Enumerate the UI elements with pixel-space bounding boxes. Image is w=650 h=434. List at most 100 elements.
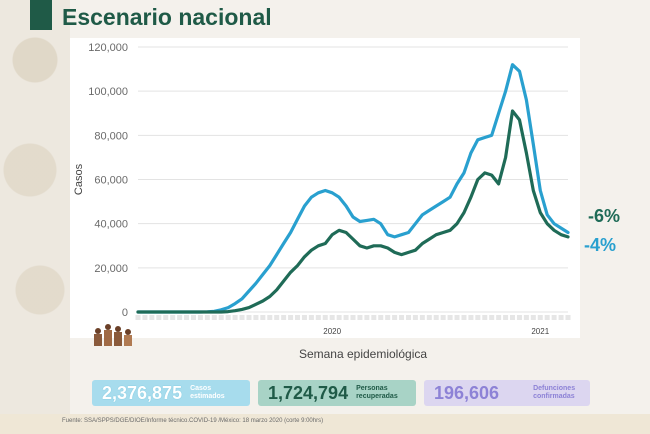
title-accent (30, 0, 52, 30)
x-tick (496, 315, 502, 320)
recovered-label: Personas recuperadas (356, 385, 398, 401)
x-tick (530, 315, 536, 320)
confirmed-deaths-label: Defunciones confirmadas (533, 385, 575, 401)
x-tick (405, 315, 411, 320)
x-tick (357, 315, 363, 320)
estimated-cases-label: Casos estimados (190, 385, 225, 401)
x-tick (336, 315, 342, 320)
x-year-label: 2020 (323, 327, 341, 336)
x-tick (301, 315, 307, 320)
x-axis-label: Semana epidemiológica (299, 347, 427, 361)
y-tick-label: 60,000 (94, 175, 128, 187)
x-tick (454, 315, 460, 320)
x-tick (537, 315, 543, 320)
plot-background (70, 38, 580, 338)
x-tick (551, 315, 557, 320)
confirmed-deaths-label-line1: Defunciones (533, 385, 576, 392)
x-tick (322, 315, 328, 320)
x-tick (475, 315, 481, 320)
x-tick (260, 315, 266, 320)
x-tick (295, 315, 301, 320)
y-tick-label: 100,000 (88, 86, 128, 98)
x-tick (516, 315, 522, 320)
estimated-cases-label-line1: Casos (190, 385, 212, 392)
x-tick (433, 315, 439, 320)
x-tick (218, 315, 224, 320)
x-tick (281, 315, 287, 320)
series-end-label: -4% (584, 235, 616, 255)
x-tick (468, 315, 474, 320)
x-tick (510, 315, 516, 320)
x-tick (253, 315, 259, 320)
recovered-value: 1,724,794 (268, 382, 349, 403)
x-tick (503, 315, 509, 320)
page-title: Escenario nacional (62, 4, 272, 30)
x-tick (371, 315, 377, 320)
x-tick (565, 315, 571, 320)
x-tick (156, 315, 162, 320)
x-tick (426, 315, 432, 320)
decorative-pattern (0, 0, 70, 434)
x-tick (246, 315, 252, 320)
x-tick (163, 315, 169, 320)
x-tick (239, 315, 245, 320)
x-tick (482, 315, 488, 320)
x-tick (288, 315, 294, 320)
x-tick (343, 315, 349, 320)
estimated-cases-value: 2,376,875 (102, 382, 183, 403)
stat-confirmed-deaths: 196,606 Defunciones confirmadas (424, 380, 590, 406)
x-tick (447, 315, 453, 320)
y-tick-label: 40,000 (94, 219, 128, 231)
x-tick (399, 315, 405, 320)
confirmed-deaths-label-line2: confirmadas (533, 393, 575, 400)
y-tick-label: 120,000 (88, 42, 128, 54)
recovered-label-line2: recuperadas (356, 393, 398, 400)
source-footnote: Fuente: SSA/SPPS/DGE/DIOE/Informe técnic… (62, 418, 324, 424)
x-tick (170, 315, 176, 320)
y-tick-label: 0 (122, 307, 128, 319)
x-tick (350, 315, 356, 320)
x-tick (232, 315, 238, 320)
x-tick (558, 315, 564, 320)
x-tick (364, 315, 370, 320)
x-tick (392, 315, 398, 320)
x-tick (267, 315, 273, 320)
x-tick (489, 315, 495, 320)
confirmed-deaths-value: 196,606 (434, 382, 500, 403)
estimated-cases-label-line2: estimados (190, 393, 225, 400)
x-tick (385, 315, 391, 320)
x-tick (412, 315, 418, 320)
x-tick (225, 315, 231, 320)
stat-estimated-cases: 2,376,875 Casos estimados (92, 380, 250, 406)
x-tick (329, 315, 335, 320)
x-tick (177, 315, 183, 320)
x-tick (211, 315, 217, 320)
x-tick (190, 315, 196, 320)
emblem-icon (94, 324, 132, 346)
x-tick (142, 315, 148, 320)
x-year-label: 2021 (531, 327, 549, 336)
x-tick (440, 315, 446, 320)
x-tick (197, 315, 203, 320)
x-tick (461, 315, 467, 320)
x-tick (315, 315, 321, 320)
y-tick-label: 80,000 (94, 130, 128, 142)
x-tick (378, 315, 384, 320)
y-axis-label: Casos (73, 163, 85, 195)
x-tick (308, 315, 314, 320)
x-tick (135, 315, 141, 320)
x-tick (523, 315, 529, 320)
x-tick (419, 315, 425, 320)
recovered-label-line1: Personas (356, 385, 388, 392)
stat-recovered: 1,724,794 Personas recuperadas (258, 380, 416, 406)
x-tick (149, 315, 155, 320)
y-tick-label: 20,000 (94, 263, 128, 275)
series-line-dark (136, 109, 570, 314)
x-tick (184, 315, 190, 320)
x-tick (204, 315, 210, 320)
series-end-label: -6% (588, 206, 620, 226)
x-tick (544, 315, 550, 320)
footer-strip (0, 414, 650, 434)
